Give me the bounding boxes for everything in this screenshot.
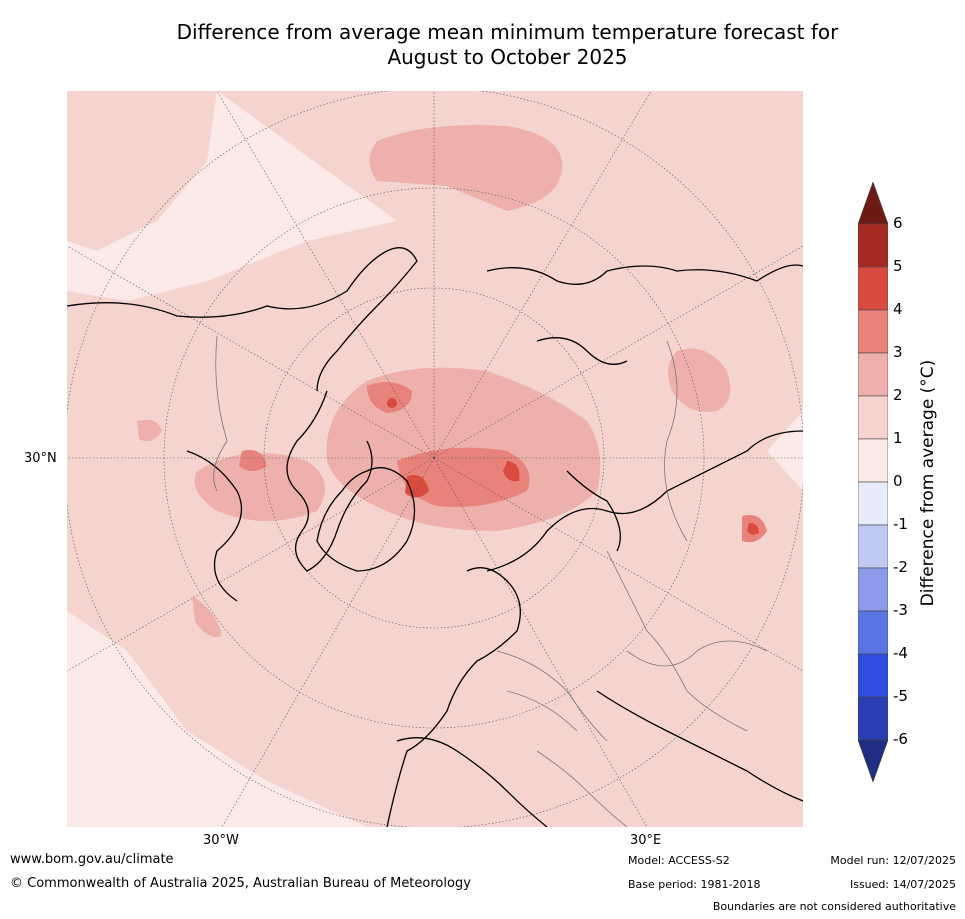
colorbar-tick-label: 6 bbox=[893, 214, 903, 232]
colorbar-tick-label: 3 bbox=[893, 343, 903, 361]
colorbar-tick-label: 0 bbox=[893, 472, 903, 490]
colorbar-band bbox=[858, 309, 888, 354]
graticule bbox=[67, 91, 803, 827]
colorbar-band bbox=[858, 438, 888, 483]
colorbar-band bbox=[858, 481, 888, 526]
colorbar-tick-label: -5 bbox=[893, 687, 908, 705]
colorbar-band bbox=[858, 567, 888, 612]
country-borders bbox=[213, 335, 768, 827]
colorbar-tick-label: 2 bbox=[893, 386, 903, 404]
lon-label-30w: 30°W bbox=[203, 833, 239, 848]
colorbar-extend-min bbox=[858, 739, 888, 782]
forecast-map[interactable] bbox=[67, 91, 803, 827]
lon-label-30e: 30°E bbox=[630, 833, 662, 848]
colorbar-band bbox=[858, 223, 888, 268]
colorbar-label: Difference from average (°C) bbox=[918, 359, 938, 607]
footer-website[interactable]: www.bom.gov.au/climate bbox=[10, 852, 174, 867]
footer-model: Model: ACCESS-S2 bbox=[628, 854, 730, 867]
colorbar-band bbox=[858, 395, 888, 440]
colorbar-tick-label: 1 bbox=[893, 429, 903, 447]
colorbar-tick-label: -2 bbox=[893, 558, 908, 576]
footer-issued: Issued: 14/07/2025 bbox=[849, 878, 956, 891]
coastlines bbox=[67, 247, 803, 827]
colorbar-band bbox=[858, 610, 888, 655]
colorbar-band bbox=[858, 352, 888, 397]
colorbar-band bbox=[858, 653, 888, 698]
colorbar-tick-label: -3 bbox=[893, 601, 908, 619]
colorbar-extend-max bbox=[858, 182, 888, 225]
colorbar-band bbox=[858, 696, 888, 741]
colorbar-band bbox=[858, 266, 888, 311]
colorbar-tick-label: 5 bbox=[893, 257, 903, 275]
colorbar-tick-label: -1 bbox=[893, 515, 908, 533]
footer-disclaimer: Boundaries are not considered authoritat… bbox=[712, 900, 956, 913]
colorbar-tick-label: 4 bbox=[893, 300, 903, 318]
anomaly-3-4-regions bbox=[239, 382, 767, 543]
colorbar-band bbox=[858, 524, 888, 569]
title-line-2: August to October 2025 bbox=[387, 45, 628, 69]
colorbar-tick-label: -4 bbox=[893, 644, 908, 662]
footer-model-run: Model run: 12/07/2025 bbox=[830, 854, 956, 867]
footer-base-period: Base period: 1981-2018 bbox=[628, 878, 761, 891]
colorbar-tick-label: -6 bbox=[893, 730, 908, 748]
map-svg bbox=[67, 91, 803, 827]
chart-title: Difference from average mean minimum tem… bbox=[60, 20, 955, 70]
colorbar bbox=[858, 182, 888, 782]
title-line-1: Difference from average mean minimum tem… bbox=[176, 20, 839, 44]
lat-label-30n: 30°N bbox=[24, 451, 57, 466]
footer-copyright: © Commonwealth of Australia 2025, Austra… bbox=[10, 876, 471, 891]
